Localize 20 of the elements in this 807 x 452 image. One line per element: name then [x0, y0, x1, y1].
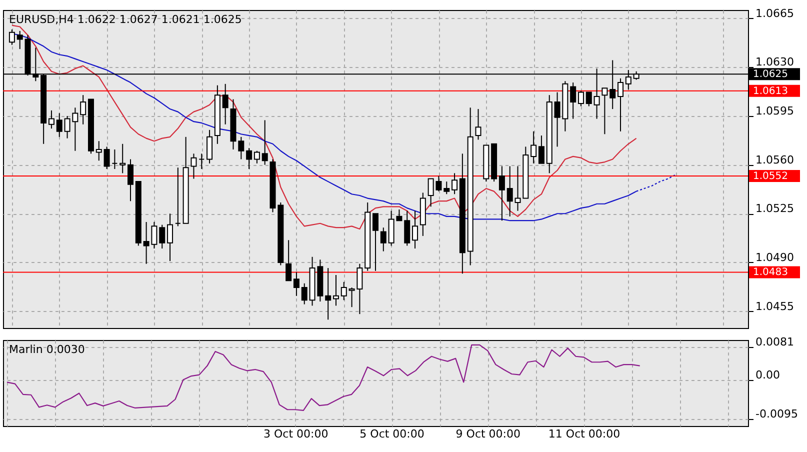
- ref-line-label: 1.0552: [753, 170, 788, 182]
- y-tick-label: 0.00: [756, 368, 780, 382]
- y-tick-label: -0.0095: [756, 408, 798, 421]
- y-tick-label: 1.0525: [756, 202, 794, 216]
- y-tick-label: 1.0595: [756, 104, 794, 118]
- ref-line-label: 1.0483: [753, 267, 788, 278]
- x-tick-label: 3 Oct 00:00: [264, 428, 328, 440]
- y-tick-label: 1.0455: [756, 300, 794, 313]
- ref-line-label: 1.0625: [753, 69, 788, 80]
- y-tick-label: 1.0665: [756, 6, 794, 20]
- y-tick-label: 1.0560: [756, 153, 794, 166]
- chart-title: EURUSD,H4 1.0622 1.0627 1.0621 1.0625: [9, 13, 242, 26]
- y-tick-label: 1.0490: [756, 250, 794, 264]
- x-tick-label: 9 Oct 00:00: [456, 428, 521, 440]
- x-tick-label: 11 Oct 00:00: [548, 428, 620, 440]
- chart-title: Marlin 0.0030: [9, 343, 85, 356]
- ref-line-label: 1.0613: [753, 86, 788, 97]
- y-tick-label: 0.0081: [756, 335, 794, 348]
- y-tick-label: 1.0630: [756, 56, 794, 69]
- x-tick-label: 5 Oct 00:00: [360, 428, 424, 440]
